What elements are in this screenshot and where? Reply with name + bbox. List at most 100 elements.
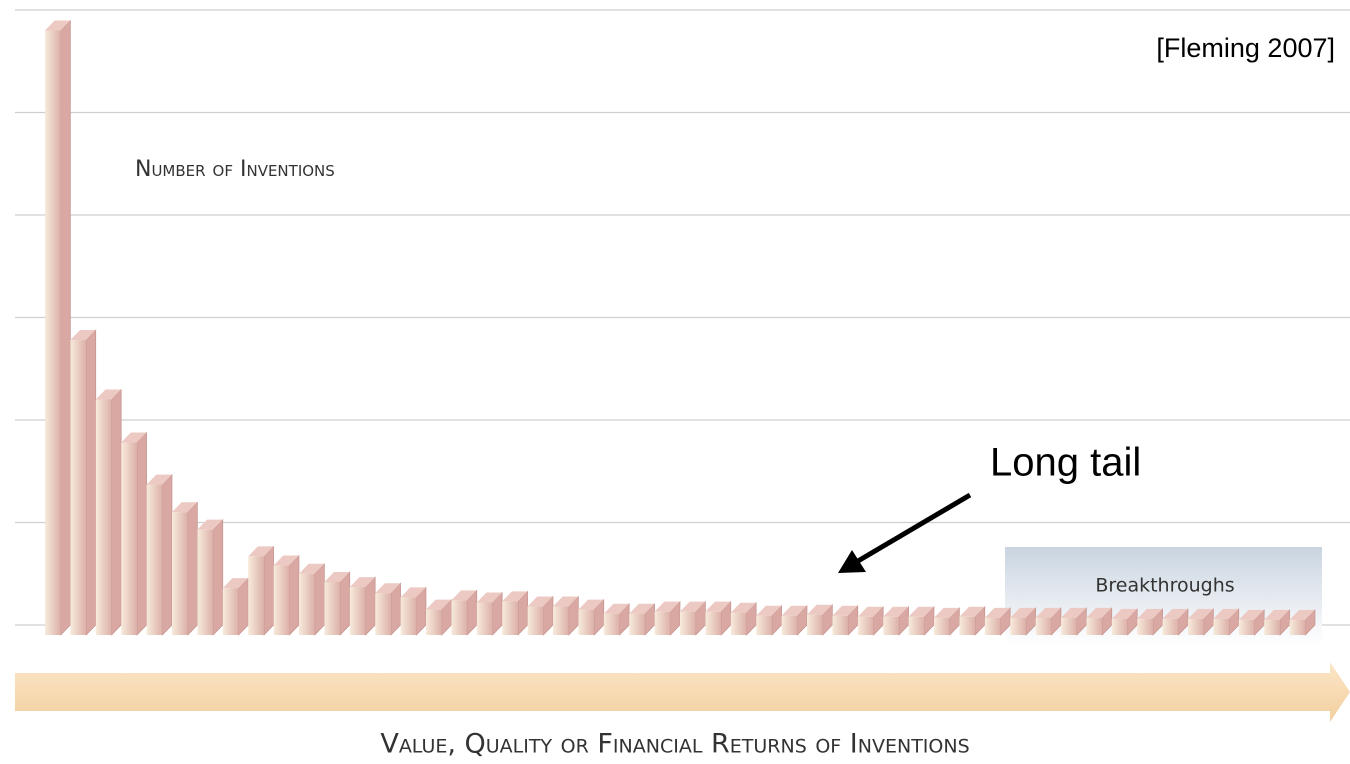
bar-side	[162, 473, 173, 636]
bar-top	[1061, 607, 1087, 618]
bar-top	[70, 330, 96, 341]
bar	[45, 30, 61, 635]
bar-top	[527, 596, 553, 607]
bar	[70, 340, 87, 635]
bar	[1111, 618, 1128, 635]
bar	[730, 612, 747, 635]
bar-top	[248, 546, 274, 557]
bar	[248, 556, 264, 635]
bar	[1213, 618, 1230, 635]
bar	[451, 600, 468, 635]
bar-top	[1111, 608, 1138, 619]
bar	[1035, 617, 1052, 635]
bar	[959, 616, 976, 635]
bar	[680, 611, 696, 635]
bar	[476, 602, 493, 635]
bar-top	[273, 555, 299, 566]
bar-top	[603, 603, 630, 614]
bar	[705, 611, 722, 635]
bar-top	[680, 601, 706, 612]
bar-side	[212, 518, 224, 636]
bar-top	[883, 606, 909, 617]
bar-top	[1010, 607, 1036, 618]
bar	[502, 601, 518, 635]
bar-top	[197, 519, 223, 530]
bar	[121, 442, 137, 635]
bar	[426, 609, 442, 635]
bar-side	[111, 388, 122, 636]
bar-top	[553, 596, 579, 607]
bar	[1061, 617, 1077, 635]
bar-side	[289, 554, 300, 636]
bar-top	[426, 599, 452, 610]
bar	[1010, 617, 1026, 635]
bar-top	[629, 603, 655, 614]
bar-side	[85, 329, 97, 636]
x-axis-label: Value, Quality or Financial Returns of I…	[380, 729, 969, 760]
bar-side	[60, 19, 71, 636]
bar-side	[136, 431, 147, 636]
bar-side	[365, 576, 376, 636]
bar	[349, 587, 366, 635]
bar	[95, 399, 112, 635]
bar	[1086, 617, 1103, 635]
bar-top	[1213, 608, 1239, 619]
x-axis-arrow	[15, 662, 1350, 722]
bar-top	[146, 474, 172, 485]
bar	[781, 615, 798, 635]
bar-top	[121, 432, 147, 443]
bar-top	[502, 591, 528, 602]
bar-side	[314, 563, 325, 636]
bar-top	[857, 606, 884, 617]
bar	[807, 614, 823, 635]
bar-top	[807, 604, 833, 615]
bar-top	[451, 590, 477, 601]
bar-top	[934, 607, 960, 618]
bar	[578, 609, 595, 635]
bar	[629, 613, 645, 635]
bar	[324, 581, 341, 635]
bar	[756, 615, 772, 635]
bar-top	[730, 602, 757, 613]
bar-top	[1188, 608, 1214, 619]
arrow-head	[838, 550, 866, 573]
bar-top	[299, 563, 325, 574]
bar	[527, 606, 544, 635]
bar-top	[400, 587, 426, 598]
bar-top	[349, 577, 376, 588]
bar	[908, 616, 925, 635]
bar	[146, 484, 163, 635]
bar-top	[832, 605, 858, 616]
bar	[299, 573, 315, 635]
bar	[1289, 619, 1306, 635]
bar-side	[339, 571, 351, 636]
bar	[603, 613, 620, 635]
bar-top	[476, 592, 503, 603]
bar-top	[324, 571, 350, 582]
bar	[222, 588, 239, 635]
bar	[1264, 619, 1280, 635]
bar-top	[908, 606, 934, 617]
bar-top	[1162, 608, 1188, 619]
bar-top	[984, 607, 1011, 618]
bar-side	[187, 501, 198, 636]
bar-top	[756, 605, 782, 616]
bar-top	[654, 601, 680, 612]
bar-top	[45, 20, 71, 31]
bar	[1162, 618, 1179, 635]
bar-top	[1086, 607, 1112, 618]
bar	[832, 615, 849, 635]
bar	[400, 597, 417, 635]
bar	[172, 512, 188, 635]
bar-top	[222, 578, 249, 589]
bar	[273, 565, 290, 635]
bar	[857, 616, 874, 635]
bar-side	[263, 545, 274, 636]
bar	[883, 616, 899, 635]
bar	[197, 529, 214, 635]
bar-top	[1137, 608, 1163, 619]
bar-top	[1238, 609, 1265, 620]
bar	[1188, 618, 1204, 635]
bar-top	[172, 502, 198, 513]
